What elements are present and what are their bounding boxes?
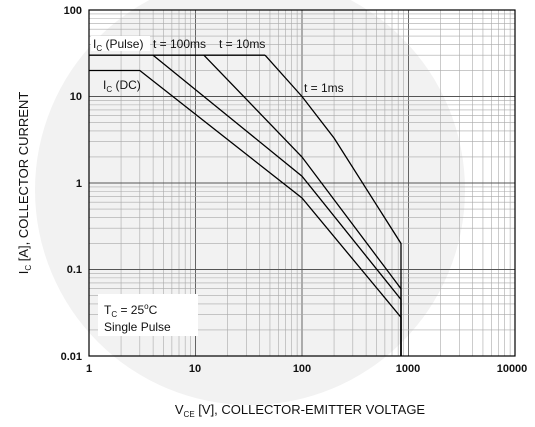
ic-pulse-label-bg [91,36,150,51]
x-tick-label: 1 [86,363,92,375]
case-temperature-label: TC = 25oC [104,302,158,319]
y-tick-label: 0.1 [67,264,82,276]
plot-frame [88,9,516,357]
single-pulse-label: Single Pulse [104,320,171,334]
y-tick-label: 1 [76,178,82,190]
soa-line-pulse_1ms [264,54,402,356]
x-tick-label: 1000 [396,363,420,375]
ic-dc-label: IC (DC) [103,78,141,94]
x-axis-title: VCE [V], COLLECTOR-EMITTER VOLTAGE [175,402,426,419]
x-tick-label: 10000 [497,363,528,375]
soa-curves [89,54,402,356]
t-10ms-label: t = 10ms [219,37,265,51]
y-tick-label: 0.01 [61,351,82,363]
ic-pulse-label: IC (Pulse) [93,37,143,53]
y-tick-label: 100 [64,5,82,17]
t-1ms-label: t = 1ms [304,81,344,95]
y-tick-label: 10 [70,91,82,103]
t-100ms-label: t = 100ms [153,37,206,51]
x-tick-label: 100 [293,363,311,375]
soa-line-dc [89,69,402,356]
x-tick-label: 10 [189,363,201,375]
conditions-box [98,294,198,336]
y-axis-title: IC [A], COLLECTOR CURRENT [16,92,33,275]
